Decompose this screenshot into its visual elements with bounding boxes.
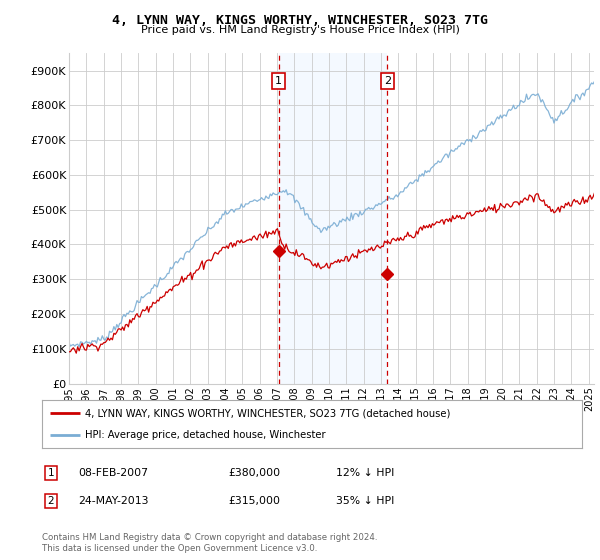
Text: Contains HM Land Registry data © Crown copyright and database right 2024.
This d: Contains HM Land Registry data © Crown c…	[42, 533, 377, 553]
Text: £380,000: £380,000	[228, 468, 280, 478]
Text: 08-FEB-2007: 08-FEB-2007	[78, 468, 148, 478]
Text: 1: 1	[275, 76, 282, 86]
Text: 2: 2	[47, 496, 55, 506]
Text: 1: 1	[47, 468, 55, 478]
Text: 24-MAY-2013: 24-MAY-2013	[78, 496, 149, 506]
Text: 35% ↓ HPI: 35% ↓ HPI	[336, 496, 394, 506]
Text: HPI: Average price, detached house, Winchester: HPI: Average price, detached house, Winc…	[85, 430, 326, 440]
Text: 12% ↓ HPI: 12% ↓ HPI	[336, 468, 394, 478]
Bar	[278, 53, 388, 384]
Text: 4, LYNN WAY, KINGS WORTHY, WINCHESTER, SO23 7TG: 4, LYNN WAY, KINGS WORTHY, WINCHESTER, S…	[112, 14, 488, 27]
Text: 4, LYNN WAY, KINGS WORTHY, WINCHESTER, SO23 7TG (detached house): 4, LYNN WAY, KINGS WORTHY, WINCHESTER, S…	[85, 408, 451, 418]
Text: 2: 2	[384, 76, 391, 86]
Text: Price paid vs. HM Land Registry's House Price Index (HPI): Price paid vs. HM Land Registry's House …	[140, 25, 460, 35]
Text: £315,000: £315,000	[228, 496, 280, 506]
